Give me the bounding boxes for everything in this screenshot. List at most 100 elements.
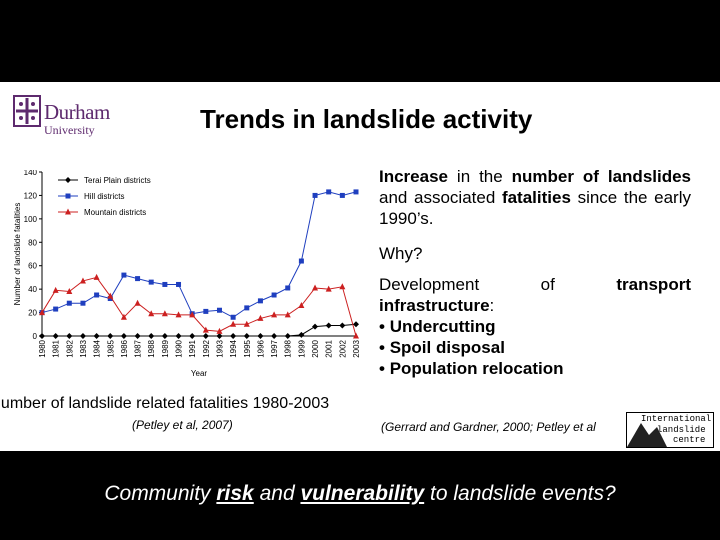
logo-text: International [641, 414, 712, 424]
data-point [353, 321, 359, 328]
data-point [230, 314, 236, 320]
explanation-text: Increase in the number of landslides and… [379, 166, 691, 379]
list-item: Undercutting [379, 316, 691, 337]
y-tick-label: 80 [28, 238, 37, 247]
x-tick-label: 2002 [338, 339, 347, 357]
data-point [94, 292, 100, 298]
data-point [79, 333, 86, 339]
data-point [52, 333, 59, 339]
slide: Durham University Trends in landslide ac… [0, 82, 720, 451]
legend-marker [65, 208, 71, 215]
data-point [93, 333, 100, 339]
why-question: Why? [379, 244, 423, 263]
data-point [203, 308, 209, 314]
data-point [176, 281, 182, 287]
x-tick-label: 1997 [270, 339, 279, 357]
chart-citation: (Petley et al, 2007) [132, 418, 233, 432]
data-point [216, 327, 223, 334]
data-point [162, 281, 168, 287]
x-tick-label: 1986 [120, 339, 129, 357]
legend-label: Terai Plain districts [84, 176, 151, 185]
data-point [175, 311, 182, 318]
data-point [39, 333, 45, 339]
legend-label: Hill districts [84, 192, 124, 201]
x-tick-label: 1989 [161, 339, 170, 357]
development-paragraph: Development of transport infrastructure:… [379, 274, 691, 379]
list-item: Population relocation [379, 358, 691, 379]
footer-question: Community risk and vulnerability to land… [104, 482, 616, 505]
x-tick-label: 1991 [188, 339, 197, 357]
data-point [243, 320, 250, 327]
data-point [284, 311, 291, 318]
increase-paragraph: Increase in the number of landslides and… [379, 167, 692, 228]
data-point [148, 279, 154, 285]
y-tick-label: 120 [24, 191, 38, 200]
data-point [339, 283, 346, 290]
data-point [312, 323, 319, 330]
logo-text: landslide [657, 425, 706, 435]
data-point [107, 292, 114, 299]
data-point [298, 302, 305, 309]
data-point [53, 306, 59, 312]
data-point [52, 286, 59, 293]
x-tick-label: 1988 [147, 339, 156, 357]
x-axis-label: Year [191, 369, 208, 378]
data-point [271, 292, 277, 298]
data-point [107, 333, 114, 339]
x-tick-label: 1983 [79, 339, 88, 357]
data-point [243, 333, 250, 339]
data-point [298, 331, 305, 338]
data-point [175, 333, 182, 339]
mountain-icon [627, 423, 667, 447]
x-tick-label: 1981 [52, 339, 61, 357]
data-point [66, 300, 72, 306]
data-point [39, 309, 45, 316]
x-tick-label: 1998 [284, 339, 293, 357]
x-tick-label: 1982 [65, 339, 74, 357]
data-point [80, 300, 86, 306]
data-point [339, 322, 346, 329]
data-point [312, 284, 319, 291]
reasons-list: Undercutting Spoil disposal Population r… [379, 316, 691, 379]
durham-logo: Durham University [12, 94, 122, 138]
data-point [202, 326, 209, 333]
data-point [121, 272, 127, 278]
data-point [120, 313, 127, 320]
data-point [257, 298, 263, 304]
x-tick-label: 1980 [38, 339, 47, 357]
data-point [93, 273, 100, 280]
legend-marker [65, 177, 71, 183]
logo-durham-text: Durham [44, 100, 110, 124]
data-point [135, 276, 141, 282]
x-tick-label: 2003 [352, 339, 361, 357]
data-point [285, 285, 291, 291]
data-point [216, 333, 223, 339]
data-point [325, 285, 332, 292]
data-point [271, 311, 278, 318]
data-point [339, 192, 345, 198]
legend-label: Mountain districts [84, 208, 146, 217]
data-point [189, 311, 196, 318]
data-point [257, 333, 264, 339]
data-point [312, 192, 318, 198]
chart-caption: The number of landslide related fataliti… [0, 395, 330, 412]
y-tick-label: 100 [24, 215, 38, 224]
x-tick-label: 1999 [297, 339, 306, 357]
y-tick-label: 20 [28, 309, 37, 318]
y-axis-label: Number of landslide fatalities [13, 203, 22, 306]
data-point [148, 333, 155, 339]
x-tick-label: 2000 [311, 339, 320, 357]
data-point [161, 333, 168, 339]
data-point [66, 287, 73, 294]
data-point [353, 189, 359, 195]
x-tick-label: 1984 [93, 339, 102, 357]
series-line [42, 323, 357, 337]
shield-icon [13, 95, 41, 127]
y-tick-label: 140 [24, 170, 38, 177]
y-tick-label: 60 [28, 262, 37, 271]
data-point [271, 333, 278, 339]
logo-text: centre [673, 435, 706, 445]
y-tick-label: 0 [33, 332, 38, 341]
x-tick-label: 1994 [229, 339, 238, 357]
data-point [189, 333, 196, 339]
